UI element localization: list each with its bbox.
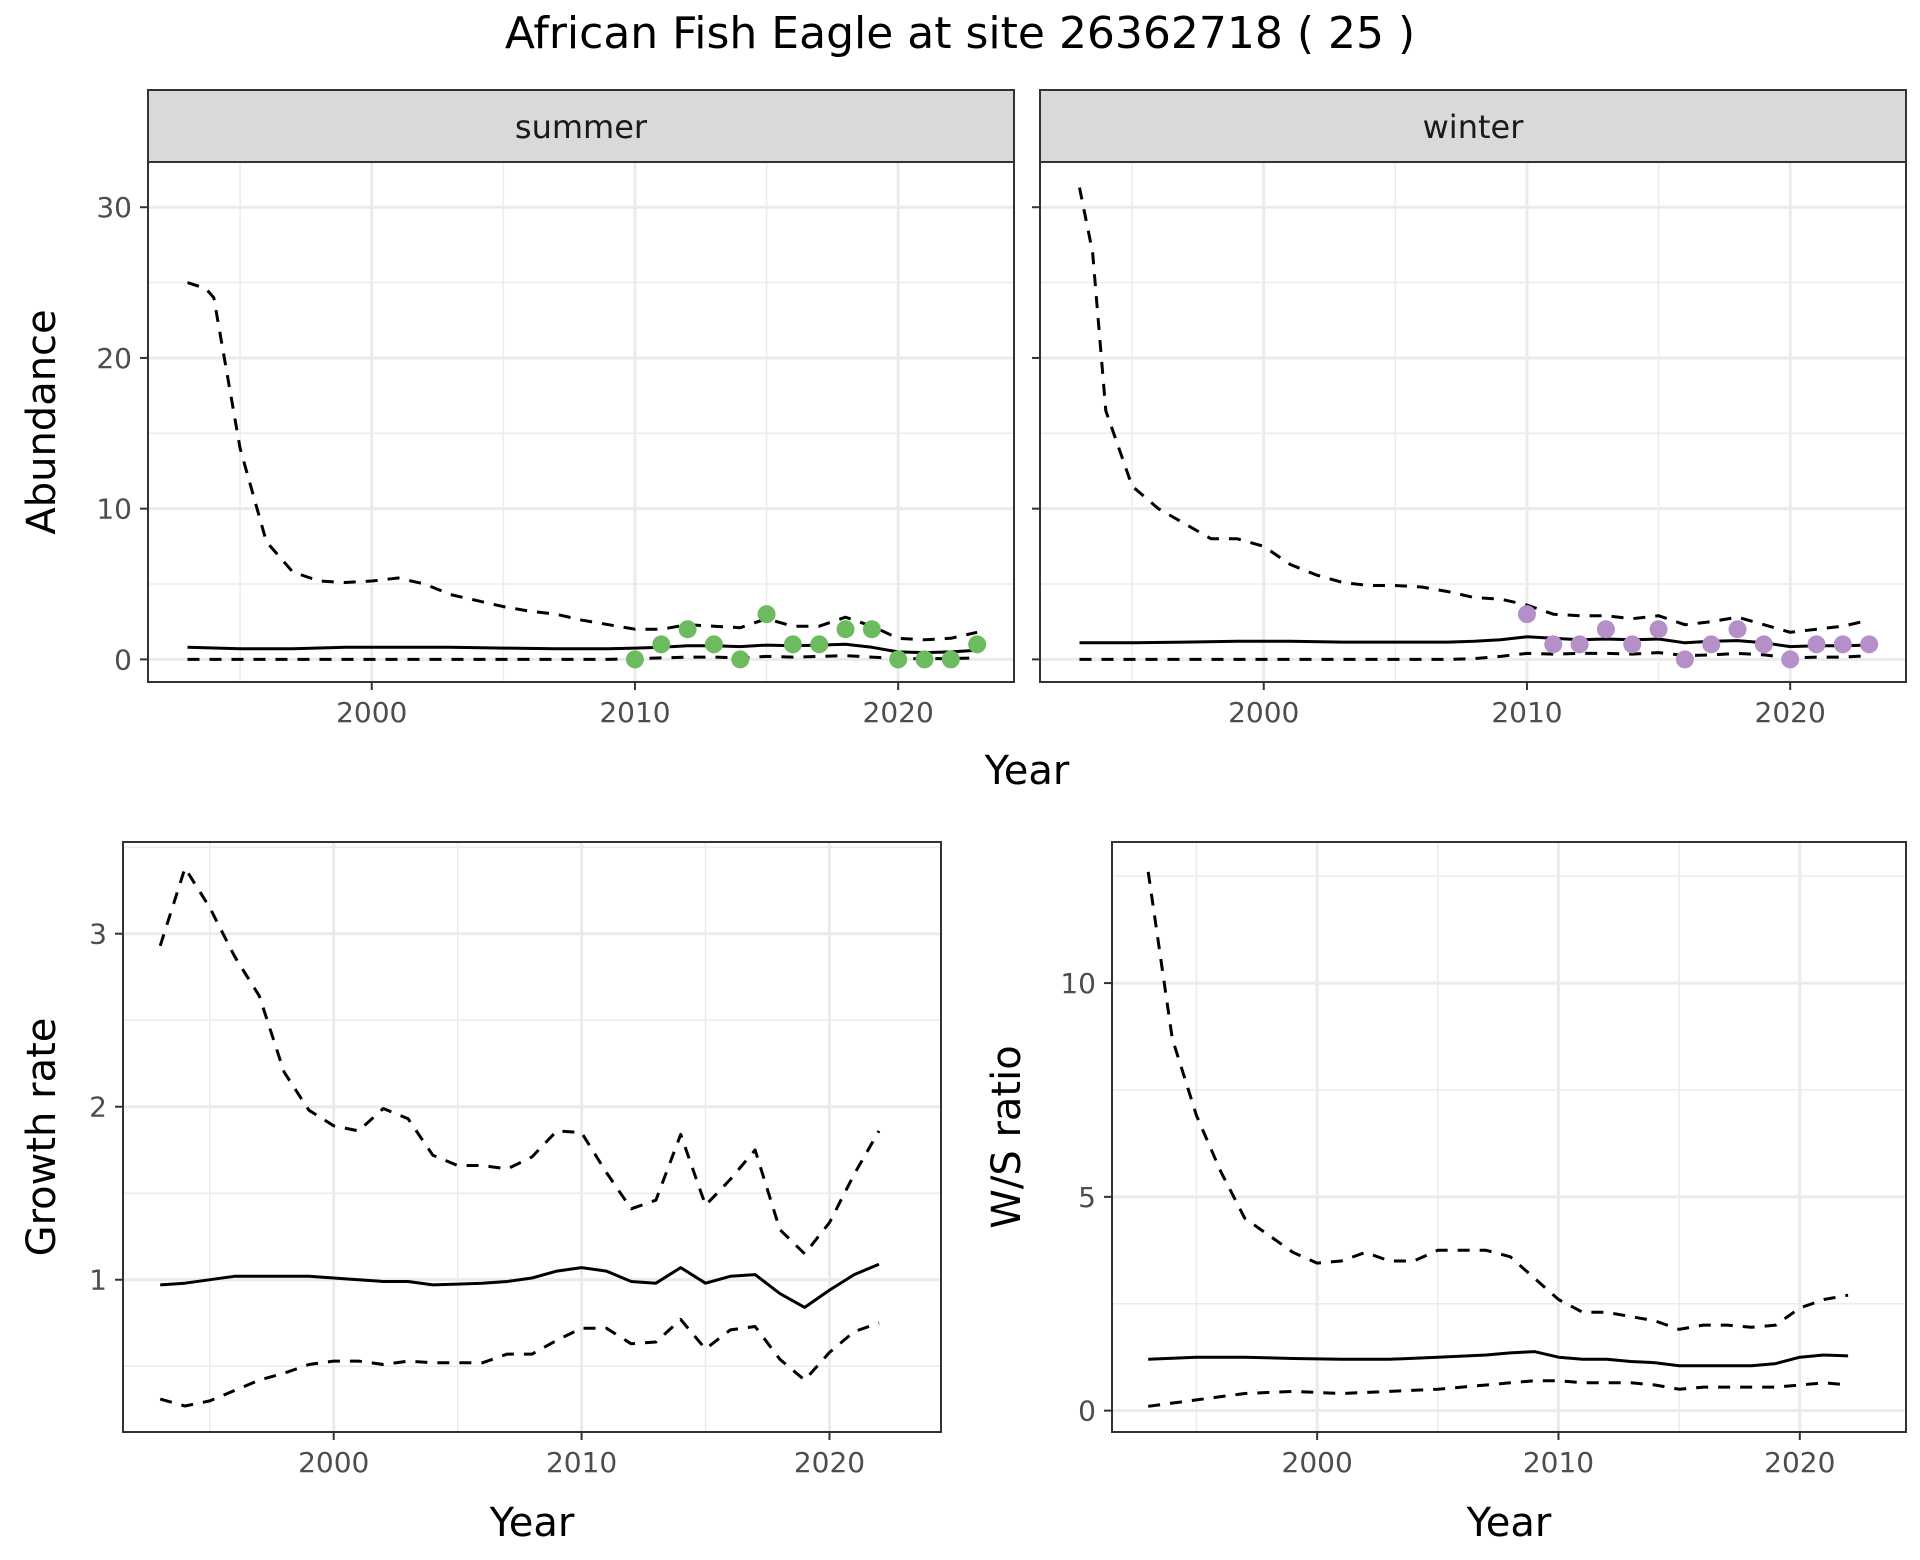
winter-observation-point <box>1728 620 1747 639</box>
winter-observation-point <box>1781 650 1800 669</box>
summer-observation-point <box>652 635 671 654</box>
summer-observation-point <box>915 650 934 669</box>
strip-label-summer: summer <box>515 108 648 146</box>
y-tick-label: 10 <box>1060 967 1096 1000</box>
winter-observation-point <box>1754 635 1773 654</box>
winter-series-bound-1-line <box>1078 187 1870 634</box>
x-axis-title-abundance: Year <box>984 748 1070 794</box>
x-tick-label: 2000 <box>1228 696 1299 729</box>
y-tick-label: 1 <box>89 1264 107 1297</box>
growth-series-bound-1-line <box>158 866 881 1256</box>
x-tick-label: 2020 <box>1764 1446 1835 1479</box>
winter-observation-point <box>1702 635 1721 654</box>
summer-observation-point <box>678 620 697 639</box>
y-axis-title-abundance: Abundance <box>19 309 65 534</box>
plot-background-winter <box>1040 162 1906 682</box>
panel-border-summer <box>147 161 1015 683</box>
strip-summer <box>147 89 1015 163</box>
summer-observation-point <box>704 635 723 654</box>
winter-observation-point <box>1623 635 1642 654</box>
panel-growth-rate <box>122 841 942 1433</box>
summer-observation-point <box>968 635 987 654</box>
x-tick-label: 2010 <box>1491 696 1562 729</box>
x-tick-label: 2010 <box>1523 1446 1594 1479</box>
figure-title: African Fish Eagle at site 26362718 ( 25… <box>505 8 1415 59</box>
winter-observation-point <box>1649 620 1668 639</box>
plot-background-ws <box>1112 842 1906 1432</box>
y-tick-label: 20 <box>96 342 132 375</box>
strip-label-winter: winter <box>1423 108 1525 146</box>
x-tick-label: 2020 <box>863 696 934 729</box>
summer-observation-point <box>783 635 802 654</box>
summer-series-bound-1-line <box>187 281 978 642</box>
winter-observation-point <box>1544 635 1563 654</box>
y-tick-label: 30 <box>96 191 132 224</box>
x-axis-title-ws: Year <box>1466 1500 1552 1546</box>
y-tick-label: 5 <box>1078 1181 1096 1214</box>
y-axis-title-growth: Growth rate <box>19 1018 65 1257</box>
panel-summer-abundance: summer <box>147 89 1015 683</box>
ws-series-bound-1-line <box>1146 871 1849 1331</box>
winter-observation-point <box>1570 635 1589 654</box>
y-tick-label: 3 <box>89 918 107 951</box>
x-tick-label: 2000 <box>298 1446 369 1479</box>
growth-series-median-line <box>160 1262 880 1309</box>
ws-series-bound-2-line <box>1148 1379 1849 1408</box>
winter-observation-point <box>1596 620 1615 639</box>
winter-observation-point <box>1860 635 1879 654</box>
x-tick-label: 2010 <box>546 1446 617 1479</box>
plot-background-summer <box>148 162 1014 682</box>
summer-series-bound-2-line <box>187 654 978 661</box>
panel-ws-ratio <box>1111 841 1907 1433</box>
plot-background-growth <box>123 842 941 1432</box>
y-axis-title-ws: W/S ratio <box>984 1045 1030 1228</box>
winter-observation-point <box>1675 650 1694 669</box>
winter-observation-point <box>1833 635 1852 654</box>
y-tick-label: 10 <box>96 493 132 526</box>
summer-observation-point <box>757 605 776 624</box>
summer-observation-point <box>731 650 750 669</box>
summer-observation-point <box>889 650 908 669</box>
x-axis-title-growth: Year <box>489 1500 575 1546</box>
panel-border-winter <box>1039 161 1907 683</box>
plot-area-winter <box>1040 162 1906 682</box>
y-tick-label: 2 <box>89 1091 107 1124</box>
x-tick-label: 2020 <box>794 1446 865 1479</box>
y-tick-label: 0 <box>114 643 132 676</box>
summer-observation-point <box>625 650 644 669</box>
summer-observation-point <box>941 650 960 669</box>
summer-observation-point <box>810 635 829 654</box>
winter-series-bound-2-line <box>1079 651 1870 661</box>
panel-border-ws <box>1111 841 1907 1433</box>
x-tick-label: 2010 <box>599 696 670 729</box>
winter-observation-point <box>1807 635 1826 654</box>
plot-area-summer <box>148 162 1014 682</box>
summer-series-median-line <box>187 642 978 655</box>
panel-border-growth <box>122 841 942 1433</box>
x-tick-label: 2000 <box>1282 1446 1353 1479</box>
summer-observation-point <box>836 620 855 639</box>
y-tick-label: 0 <box>1078 1395 1096 1428</box>
ws-series-median-line <box>1148 1350 1849 1368</box>
winter-observation-point <box>1517 605 1536 624</box>
summer-observation-point <box>862 620 881 639</box>
strip-winter <box>1039 89 1907 163</box>
x-tick-label: 2020 <box>1755 696 1826 729</box>
x-tick-label: 2000 <box>336 696 407 729</box>
plot-area-growth <box>123 842 941 1432</box>
plot-area-ws <box>1112 842 1906 1432</box>
panel-winter-abundance: winter <box>1039 89 1907 683</box>
